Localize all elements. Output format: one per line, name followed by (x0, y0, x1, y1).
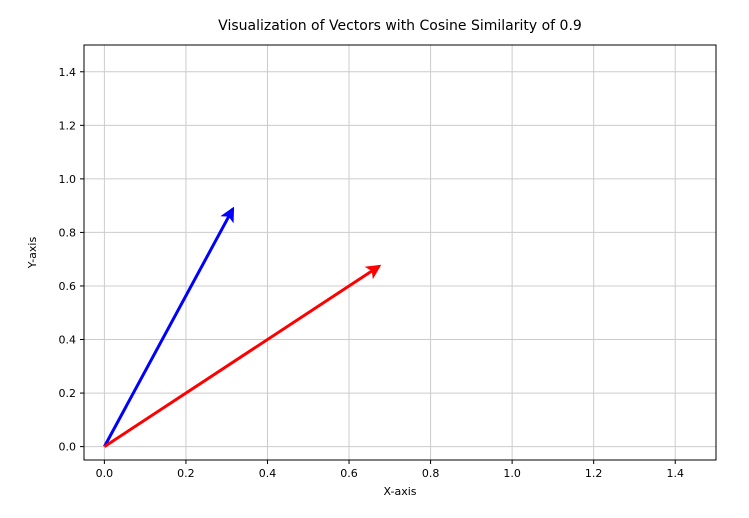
x-tick-label: 0.4 (259, 467, 277, 480)
x-tick-label: 1.2 (585, 467, 603, 480)
vector-chart: 0.0 0.2 0.4 0.6 0.8 1.0 1.2 1.4 0.0 0.2 0.4 0.6 0.8 1… (0, 0, 749, 518)
y-tick-label: 0.0 (59, 441, 77, 454)
y-tick-label: 0.2 (59, 387, 77, 400)
y-axis-label: Y-axis (26, 237, 39, 270)
x-tick-label: 0.8 (422, 467, 440, 480)
y-tick-label: 1.0 (59, 173, 77, 186)
x-tick-label: 1.0 (503, 467, 521, 480)
y-tick-label: 1.2 (59, 119, 77, 132)
y-tick-label: 0.8 (59, 226, 77, 239)
x-tick-label: 0.2 (177, 467, 195, 480)
y-tick-label: 1.4 (59, 66, 77, 79)
x-tick-label: 1.4 (666, 467, 684, 480)
x-axis-label: X-axis (384, 485, 417, 498)
x-tick-label: 0.6 (340, 467, 358, 480)
y-tick-label: 0.4 (59, 334, 77, 347)
x-tick-label: 0.0 (96, 467, 114, 480)
chart-title: Visualization of Vectors with Cosine Sim… (218, 18, 582, 34)
y-tick-label: 0.6 (59, 280, 77, 293)
chart-svg: 0.0 0.2 0.4 0.6 0.8 1.0 1.2 1.4 0.0 0.2 0.4 0.6 0.8 1… (0, 0, 749, 518)
